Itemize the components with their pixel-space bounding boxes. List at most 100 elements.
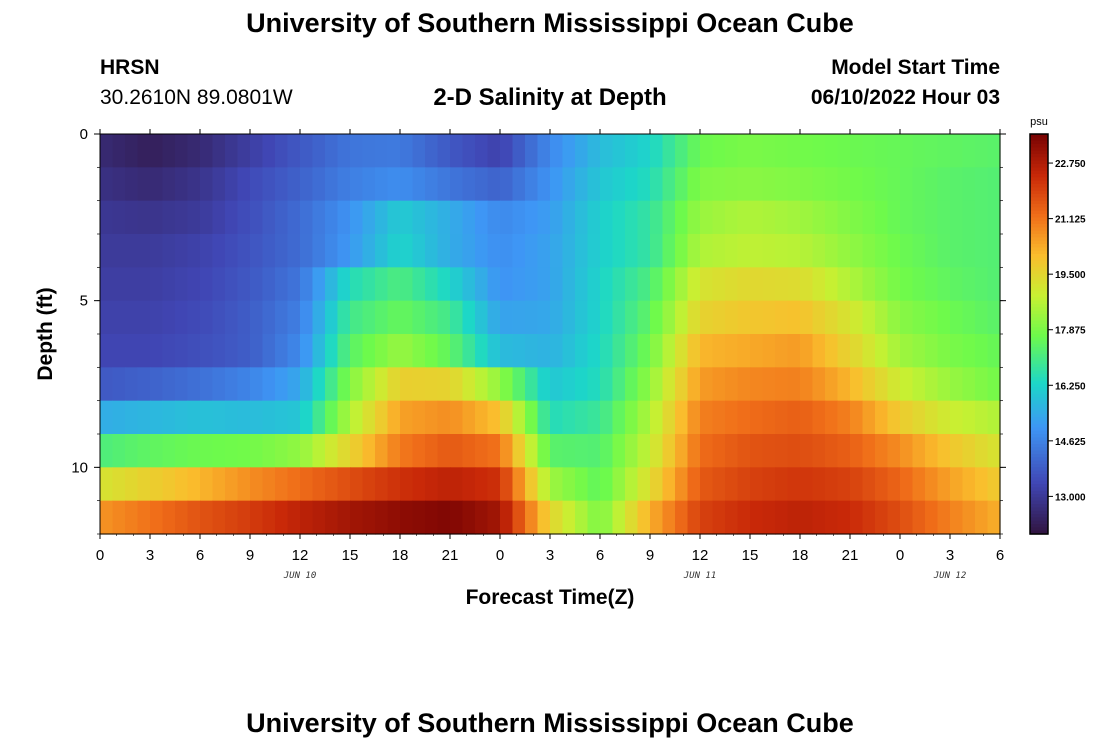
heatmap-cell [687,200,701,235]
colorbar-step [1030,490,1048,495]
heatmap-cell [450,134,464,168]
colorbar-step [1030,154,1048,158]
colorbar-step [1030,510,1048,515]
heatmap-cell [362,234,376,268]
colorbar-unit: psu [1030,116,1048,128]
heatmap-cell [250,500,264,535]
heatmap-cell [200,167,214,202]
heatmap-cell [100,134,114,168]
heatmap-cell [300,500,314,535]
heatmap-cell [200,367,214,402]
heatmap-cell [250,234,264,268]
heatmap-cell [487,500,501,535]
model-start-label: Model Start Time [831,56,1000,79]
heatmap-cell [750,167,764,202]
heatmap-cell [100,434,114,468]
heatmap-cell [675,134,689,168]
heatmap-cell [387,267,401,302]
heatmap-cell [512,400,526,435]
y-tick-label: 5 [80,293,88,310]
heatmap-cell [925,167,939,202]
heatmap-cell [275,167,289,202]
heatmap-cell [387,400,401,435]
colorbar-step [1030,274,1048,278]
heatmap-cell [987,367,1001,402]
heatmap-cell [350,200,364,235]
heatmap-cell [900,134,914,168]
colorbar-step [1030,464,1048,468]
heatmap-cell [725,400,739,435]
heatmap-cell [637,167,651,202]
heatmap-cell [162,267,176,302]
heatmap-cell [162,234,176,268]
heatmap-cell [762,200,776,235]
heatmap-cell [725,234,739,268]
heatmap-cell [850,467,864,502]
heatmap-cell [712,234,726,268]
heatmap-cell [937,200,951,235]
colorbar-step [1030,317,1048,322]
heatmap-cell [700,267,714,302]
heatmap-cell [275,400,289,435]
colorbar-step [1030,284,1048,288]
heatmap-cell [800,300,814,335]
colorbar-step [1030,397,1048,402]
heatmap-cell [112,200,126,235]
heatmap-cell [387,500,401,535]
heatmap-cell [862,400,876,435]
heatmap-cell [775,167,789,202]
heatmap-cell [950,267,964,302]
heatmap-cell [737,234,751,268]
heatmap-cell [900,367,914,402]
heatmap-cell [325,500,339,535]
heatmap-cell [487,400,501,435]
heatmap-cell [625,167,639,202]
heatmap-cell [237,134,251,168]
heatmap-cell [837,234,851,268]
heatmap-cell [800,467,814,502]
heatmap-cell [487,134,501,168]
colorbar-step [1030,387,1048,392]
heatmap-cell [187,500,201,535]
heatmap-cell [337,400,351,435]
heatmap-cell [787,200,801,235]
heatmap-cell [862,134,876,168]
heatmap-cell [100,500,114,535]
heatmap-cell [625,200,639,235]
heatmap-cell [912,400,926,435]
heatmap-cell [112,234,126,268]
colorbar-step [1030,407,1048,412]
heatmap-cell [362,467,376,502]
heatmap-cell [787,467,801,502]
y-tick-label: 10 [71,459,88,476]
colorbar-step [1030,184,1048,188]
colorbar-step [1030,190,1048,195]
heatmap-cell [600,234,614,268]
colorbar-step [1030,454,1048,458]
colorbar-step [1030,347,1048,352]
heatmap-cell [887,200,901,235]
heatmap-cell [800,234,814,268]
heatmap-cell [125,167,139,202]
heatmap-cell [412,134,426,168]
heatmap-cell [212,200,226,235]
heatmap-cell [837,200,851,235]
heatmap-cell [637,134,651,168]
heatmap-cell [375,367,389,402]
colorbar-tick-label: 22.750 [1055,159,1086,170]
heatmap-cell [950,500,964,535]
colorbar-step [1030,134,1048,138]
heatmap-cell [525,234,539,268]
heatmap-cell [150,267,164,302]
heatmap-cell [300,167,314,202]
heatmap-cell [262,167,276,202]
heatmap-cell [662,467,676,502]
heatmap-cell [912,200,926,235]
heatmap-cell [775,334,789,368]
x-tick-label: 3 [946,547,954,564]
heatmap-cell [862,300,876,335]
heatmap-cell [287,134,301,168]
heatmap-cell [662,300,676,335]
heatmap-cell [787,234,801,268]
